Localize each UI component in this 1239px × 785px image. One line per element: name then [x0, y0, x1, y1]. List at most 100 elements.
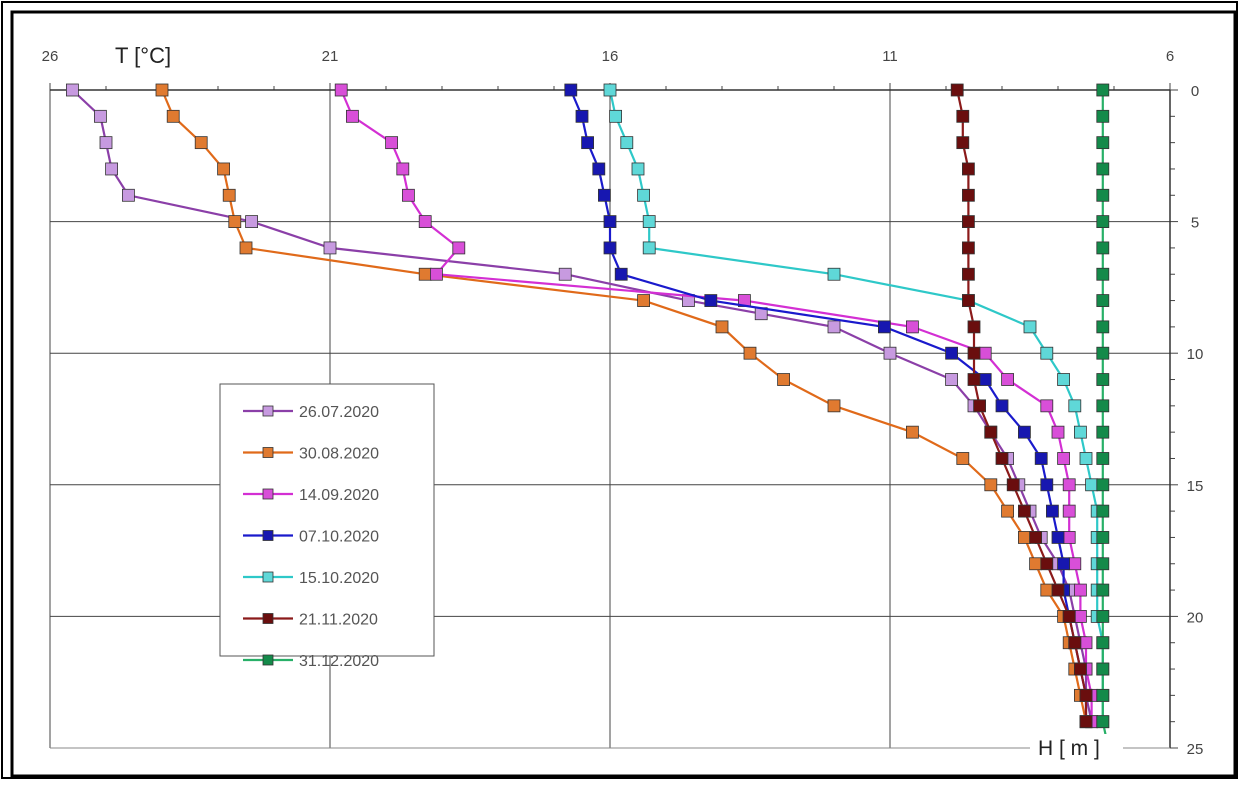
legend-label: 21.11.2020	[299, 612, 378, 629]
data-point	[956, 109, 970, 123]
data-point	[122, 188, 135, 202]
data-point	[906, 425, 919, 439]
data-point	[1057, 452, 1070, 465]
data-point	[1040, 346, 1054, 360]
legend-label: 15.10.2020	[299, 570, 379, 587]
data-point	[1096, 715, 1110, 729]
inner-border	[10, 10, 1237, 778]
data-point	[631, 162, 645, 176]
data-point	[827, 399, 841, 413]
data-point	[1096, 636, 1110, 650]
legend-marker	[262, 447, 274, 458]
y-tick-label: 25	[1187, 741, 1204, 758]
x-tick-label: 11	[882, 48, 898, 65]
x-axis-label: T [°C]	[115, 43, 171, 68]
data-point	[1029, 557, 1042, 571]
data-point	[973, 399, 986, 413]
legend-marker	[262, 571, 274, 583]
data-point	[883, 346, 897, 360]
data-point	[94, 109, 107, 123]
data-point	[967, 320, 981, 334]
data-point	[827, 320, 841, 334]
data-point	[603, 241, 617, 255]
data-point	[1096, 320, 1110, 334]
data-point	[995, 399, 1009, 413]
data-point	[637, 294, 650, 307]
data-point	[222, 188, 236, 202]
data-point	[962, 215, 975, 229]
x-tick-label: 26	[42, 48, 59, 65]
data-point	[1001, 504, 1014, 518]
y-axis-label-group: H [ m ]	[1030, 734, 1123, 760]
data-point	[704, 294, 718, 307]
data-point	[603, 83, 617, 97]
data-point	[564, 83, 578, 97]
legend-marker	[262, 488, 274, 500]
data-point	[245, 215, 259, 229]
data-point	[1068, 636, 1082, 650]
data-point	[1023, 320, 1037, 334]
legend-marker	[262, 654, 274, 666]
data-point	[637, 188, 650, 202]
data-point	[962, 241, 975, 255]
data-point	[1096, 346, 1110, 360]
data-point	[1096, 662, 1110, 676]
data-point	[418, 215, 432, 229]
data-point	[1096, 557, 1110, 571]
data-point	[945, 373, 958, 386]
data-point	[1096, 478, 1110, 492]
legend-label: 14.09.2020	[299, 487, 379, 504]
x-tick-label: 21	[322, 48, 339, 65]
series-14.09.2020	[334, 83, 1098, 729]
legend-label: 07.10.2020	[299, 529, 379, 546]
data-point	[962, 294, 975, 307]
data-point	[642, 241, 656, 255]
data-point	[743, 346, 757, 360]
data-point	[956, 136, 970, 150]
data-point	[1079, 715, 1093, 729]
data-point	[1057, 557, 1070, 571]
y-axis-label-background	[1030, 734, 1123, 760]
legend-box	[219, 383, 435, 657]
data-point	[1096, 267, 1110, 281]
data-point	[1040, 478, 1054, 492]
data-point	[581, 136, 594, 150]
data-point	[323, 241, 337, 255]
data-point	[1096, 215, 1110, 229]
data-point	[1018, 531, 1031, 544]
data-point	[1046, 504, 1059, 518]
data-point	[1040, 583, 1054, 597]
data-point	[1068, 557, 1082, 571]
data-point	[239, 241, 253, 255]
data-point	[401, 188, 415, 202]
data-point	[962, 267, 975, 281]
data-point	[1096, 136, 1110, 150]
data-point	[995, 452, 1009, 465]
legend-label: 31.12.2020	[299, 653, 379, 670]
y-tick-label: 10	[1187, 346, 1204, 363]
data-point	[155, 83, 169, 97]
data-point	[1096, 294, 1110, 307]
y-tick-label: 15	[1187, 478, 1204, 495]
data-point	[1068, 399, 1082, 413]
data-point	[1040, 399, 1054, 413]
data-point	[1029, 531, 1042, 544]
data-point	[1079, 452, 1093, 465]
data-point	[1096, 83, 1110, 97]
data-point	[1062, 478, 1076, 492]
data-point	[592, 162, 606, 176]
data-point	[1006, 478, 1020, 492]
legend: 26.07.2020 30.08.2020 14.09.2020 07.10.2020…	[219, 383, 435, 670]
x-tick-label: 6	[1166, 48, 1174, 65]
y-tick-label: 5	[1191, 215, 1199, 232]
data-point	[1051, 583, 1065, 597]
data-point	[978, 373, 992, 386]
data-point	[1040, 557, 1054, 571]
data-point	[385, 136, 399, 150]
data-point	[1018, 504, 1031, 518]
data-point	[217, 162, 231, 176]
data-point	[1096, 188, 1110, 202]
